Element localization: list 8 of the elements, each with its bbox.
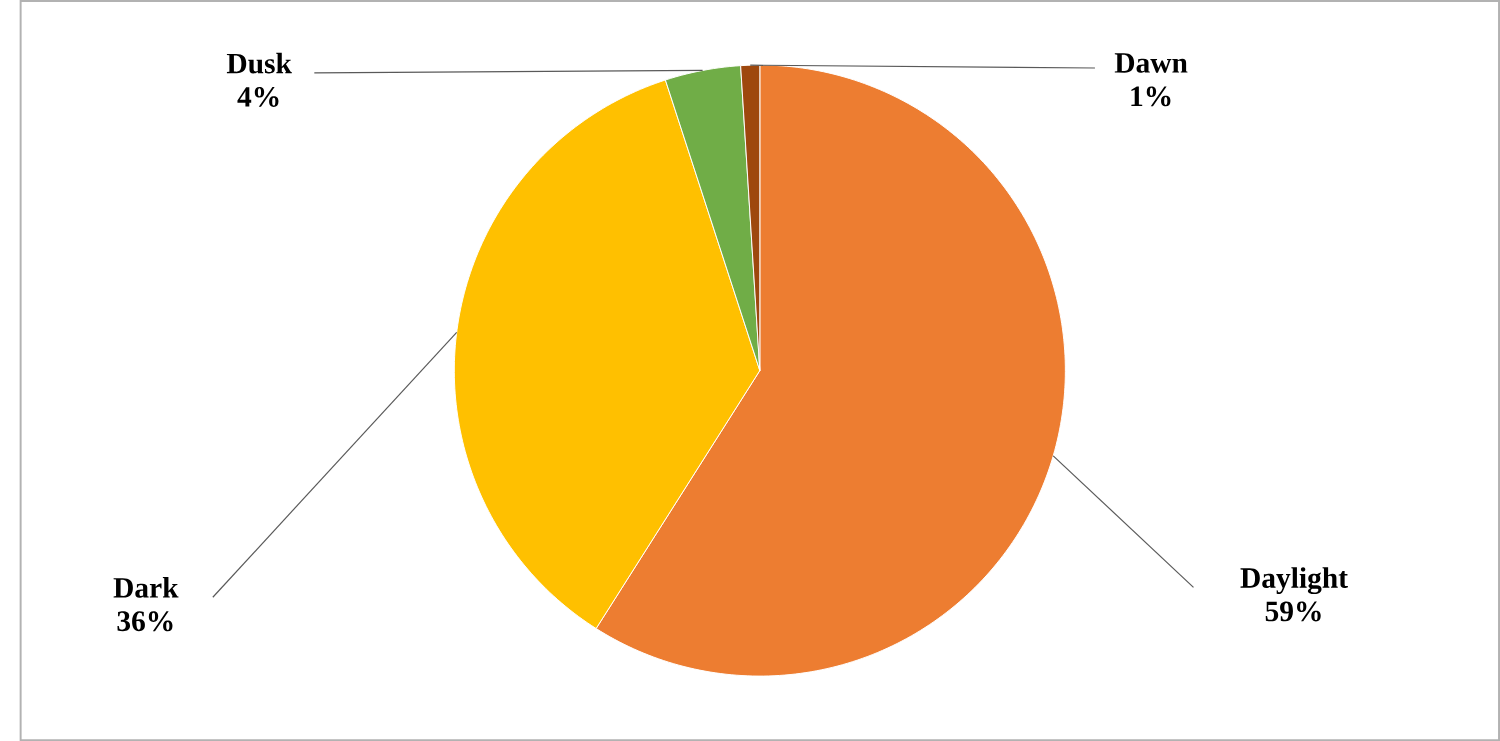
slice-label: Dusk (226, 52, 292, 74)
slice-label: Dark (113, 577, 179, 598)
slice-label: Dawn (1114, 53, 1188, 73)
slice-label: Daylight (1240, 567, 1348, 595)
data-label: 36% (117, 611, 173, 632)
data-label: 59% (1265, 601, 1321, 622)
data-label: 4% (237, 86, 279, 107)
data-label: 1% (1131, 86, 1171, 107)
